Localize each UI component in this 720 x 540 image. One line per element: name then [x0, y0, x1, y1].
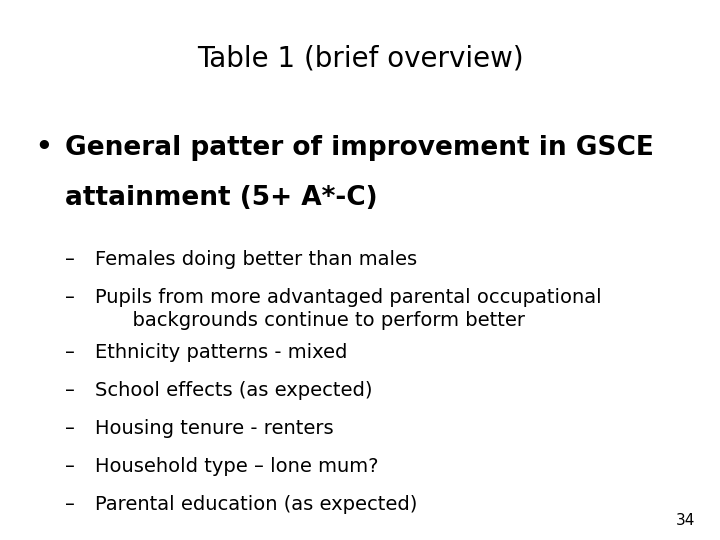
Text: Females doing better than males: Females doing better than males — [95, 250, 417, 269]
Text: Parental education (as expected): Parental education (as expected) — [95, 495, 418, 514]
Text: –: – — [65, 419, 75, 438]
Text: Ethnicity patterns - mixed: Ethnicity patterns - mixed — [95, 343, 347, 362]
Text: Housing tenure - renters: Housing tenure - renters — [95, 419, 333, 438]
Text: School effects (as expected): School effects (as expected) — [95, 381, 372, 400]
Text: –: – — [65, 250, 75, 269]
Text: •: • — [35, 135, 52, 161]
Text: –: – — [65, 381, 75, 400]
Text: –: – — [65, 288, 75, 307]
Text: Household type – lone mum?: Household type – lone mum? — [95, 457, 379, 476]
Text: General patter of improvement in GSCE: General patter of improvement in GSCE — [65, 135, 654, 161]
Text: attainment (5+ A*-C): attainment (5+ A*-C) — [65, 185, 377, 211]
Text: Pupils from more advantaged parental occupational
      backgrounds continue to : Pupils from more advantaged parental occ… — [95, 288, 602, 330]
Text: –: – — [65, 343, 75, 362]
Text: 34: 34 — [675, 513, 695, 528]
Text: –: – — [65, 457, 75, 476]
Text: –: – — [65, 495, 75, 514]
Text: Table 1 (brief overview): Table 1 (brief overview) — [197, 45, 523, 73]
